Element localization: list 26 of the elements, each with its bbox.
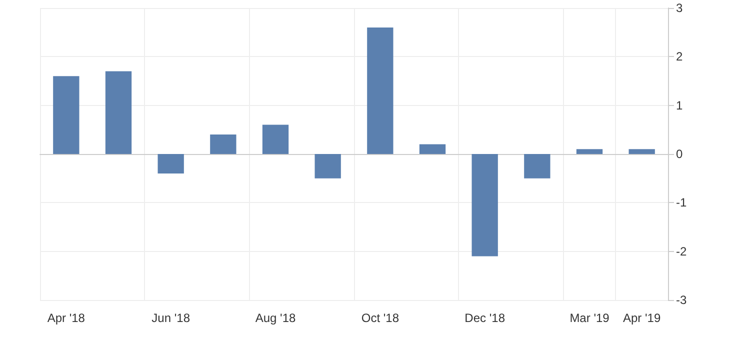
bar (105, 71, 132, 154)
bar (367, 27, 394, 154)
bar (262, 124, 289, 154)
bar (53, 76, 80, 154)
y-tick-label: 2 (676, 50, 683, 64)
bar (576, 149, 603, 154)
x-tick-label: Apr '18 (47, 311, 86, 325)
bar (472, 154, 498, 256)
x-tick-label: Oct '18 (361, 311, 400, 325)
x-tick-label: Dec '18 (464, 311, 506, 325)
bar (628, 149, 655, 154)
y-tick-label: 1 (676, 98, 683, 112)
bar (158, 154, 184, 174)
y-tick-label: -2 (676, 244, 687, 258)
y-tick-label: -3 (676, 293, 687, 307)
x-tick-label: Aug '18 (255, 311, 296, 325)
x-tick-label: Jun '18 (152, 311, 190, 325)
y-tick-label: -1 (676, 196, 687, 210)
y-tick-label: 3 (676, 1, 683, 15)
bar (524, 154, 550, 178)
x-tick-label: Apr '19 (623, 311, 661, 325)
bar (314, 154, 341, 178)
x-tick-label: Mar '19 (570, 311, 610, 325)
bar (419, 144, 446, 154)
bar (210, 134, 236, 154)
y-tick-label: 0 (676, 147, 683, 161)
